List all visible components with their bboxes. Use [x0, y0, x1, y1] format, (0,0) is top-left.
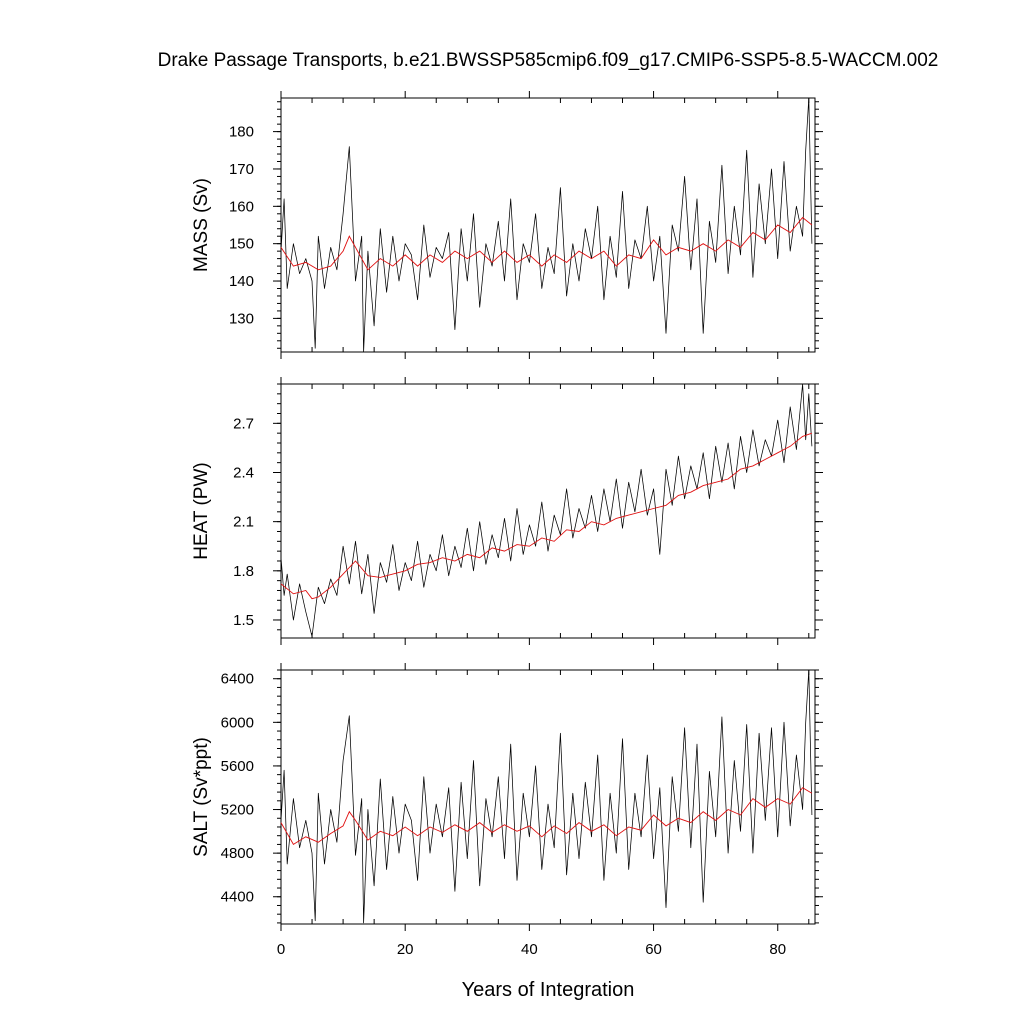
heat-plot-frame: [280, 383, 816, 639]
salt-y-tick-label: 5600: [221, 758, 254, 775]
heat-y-tick-label: 2.1: [233, 514, 254, 531]
heat-y-tick-label: 2.7: [233, 415, 254, 432]
heat-y-tick-label: 1.5: [233, 612, 254, 629]
mass-y-tick-label: 130: [229, 310, 254, 327]
salt-y-tick-label: 4800: [221, 845, 254, 862]
mass-y-tick-label: 140: [229, 273, 254, 290]
salt-y-tick-label: 6000: [221, 714, 254, 731]
heat-y-tick-label: 1.8: [233, 563, 254, 580]
heat-monthly-series-line: [280, 383, 813, 637]
salt-smoothed-series-line: [280, 787, 813, 846]
heat-smoothed-series-line: [280, 432, 813, 600]
mass-y-tick-label: 150: [229, 236, 254, 253]
mass-monthly-series-line: [280, 97, 813, 353]
mass-y-axis-label: MASS (Sv): [191, 178, 212, 272]
chart-title: Drake Passage Transports, b.e21.BWSSP585…: [158, 50, 939, 71]
heat-panel: 1.5 1.8 2.1 2.4 2.7 HEAT (PW): [191, 377, 823, 645]
salt-panel: 4400 4800 5200 5600 6000 6400 0 20 40 60 80 SALT (S…: [191, 663, 823, 958]
x-axis-label: Years of Integration: [462, 979, 635, 1001]
mass-y-tick-label: 180: [229, 124, 254, 141]
salt-y-tick-label: 4400: [221, 889, 254, 906]
salt-y-tick-label: 6400: [221, 671, 254, 688]
x-tick-label: 0: [277, 941, 285, 958]
salt-y-axis-label: SALT (Sv*ppt): [191, 737, 212, 857]
chart-panels: 130 140 150 160 170 180 MASS (Sv) 1.5 1.8 2.1 2.4 2…: [191, 91, 823, 958]
x-tick-label: 20: [397, 941, 414, 958]
x-tick-label: 40: [521, 941, 538, 958]
mass-smoothed-series-line: [280, 216, 813, 271]
mass-plot-frame: [280, 97, 816, 353]
mass-y-tick-label: 160: [229, 198, 254, 215]
mass-y-tick-label: 170: [229, 161, 254, 178]
mass-panel: 130 140 150 160 170 180 MASS (Sv): [191, 91, 823, 359]
salt-monthly-series-line: [280, 669, 813, 924]
x-tick-label: 60: [645, 941, 662, 958]
salt-y-tick-label: 5200: [221, 802, 254, 819]
heat-y-axis-label: HEAT (PW): [191, 462, 212, 559]
salt-plot-frame: [280, 669, 816, 925]
heat-y-tick-label: 2.4: [233, 464, 254, 481]
x-tick-label: 80: [769, 941, 786, 958]
